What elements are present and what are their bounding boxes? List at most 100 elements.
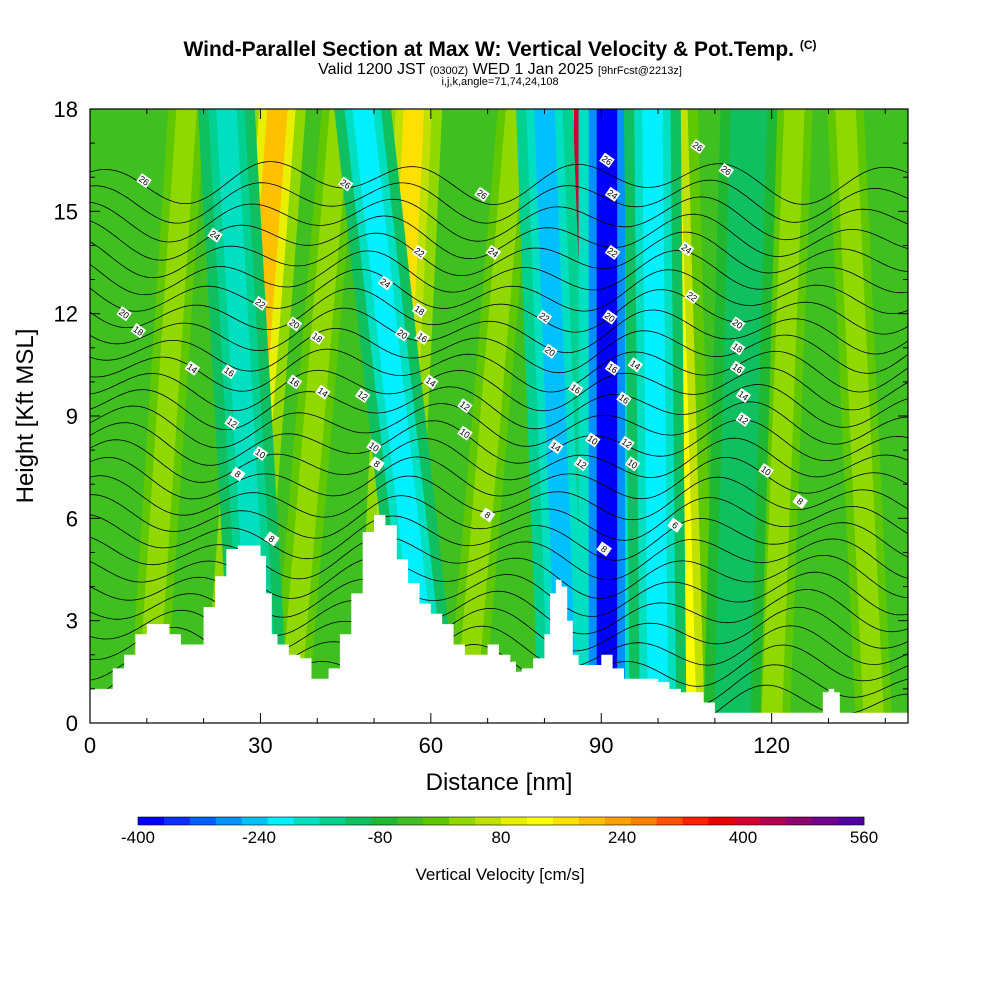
valid-time: Valid 1200 JST xyxy=(318,61,426,78)
chart-title-suffix: (C) xyxy=(799,38,817,52)
theta-label-bg-26 xyxy=(414,329,431,346)
theta-label-bg-22 xyxy=(130,323,147,339)
theta-label-text-35: 14 xyxy=(424,375,438,389)
theta-label-text-3: 26 xyxy=(719,164,733,178)
theta-label-bg-8 xyxy=(252,295,269,311)
theta-label-bg-48 xyxy=(584,432,601,448)
theta-label-text-30: 16 xyxy=(617,392,631,406)
theta-label-36: 14 xyxy=(627,357,644,373)
theta-label-bg-56 xyxy=(264,531,280,547)
theta-contour-14 xyxy=(90,456,908,500)
theta-label-bg-5 xyxy=(207,227,223,243)
theta-label-22: 18 xyxy=(130,323,147,339)
colorbar-tick-400: 400 xyxy=(729,828,757,847)
theta-label-bg-36 xyxy=(627,357,644,373)
theta-label-text-47: 10 xyxy=(458,426,472,440)
theta-label-text-16: 20 xyxy=(117,307,131,321)
theta-label-9: 22 xyxy=(411,244,428,260)
theta-label-48: 10 xyxy=(584,432,601,448)
theta-label-29: 16 xyxy=(567,381,584,397)
theta-label-bg-23 xyxy=(309,329,325,346)
y-tick-label-12: 12 xyxy=(54,302,78,327)
theta-label-text-39: 12 xyxy=(225,416,239,430)
theta-label-bg-12 xyxy=(684,289,700,305)
theta-label-text-15: 26 xyxy=(600,153,614,167)
section-indices: i,j,k,angle=71,74,24,108 xyxy=(441,76,559,88)
theta-label-bg-42 xyxy=(735,411,752,427)
theta-label-text-44: 12 xyxy=(574,457,588,471)
theta-label-11: 22 xyxy=(604,244,621,260)
colorbar-title: Vertical Velocity [cm/s] xyxy=(415,865,584,884)
theta-label-bg-47 xyxy=(457,425,473,441)
theta-label-18: 20 xyxy=(394,326,411,342)
theta-label-text-27: 16 xyxy=(222,365,236,379)
colorbar-tick--80: -80 xyxy=(368,828,393,847)
theta-label-text-53: 8 xyxy=(483,510,493,521)
theta-contour-13 xyxy=(90,475,908,521)
theta-label-17: 20 xyxy=(286,316,303,332)
plot-area: 26 26 26 26 26 24 24 24 22 22 22 22 22 24 24 26 20 20 20 20… xyxy=(90,109,908,723)
theta-label-bg-37 xyxy=(735,387,752,404)
theta-label-text-28: 16 xyxy=(287,375,301,389)
theta-label-text-11: 22 xyxy=(606,245,620,259)
theta-label-2: 26 xyxy=(474,186,490,202)
theta-label-text-7: 24 xyxy=(679,242,693,256)
theta-label-text-31: 16 xyxy=(731,361,745,375)
theta-label-text-34: 14 xyxy=(316,385,330,399)
theta-label-23: 18 xyxy=(309,329,325,346)
theta-label-28: 16 xyxy=(286,374,303,390)
theta-label-41: 12 xyxy=(457,398,473,414)
x-tick-label-120: 120 xyxy=(753,733,790,758)
chart-title-text: Wind-Parallel Section at Max W: Vertical… xyxy=(183,38,794,61)
theta-contour-27 xyxy=(90,213,908,261)
colorbar-tick-560: 560 xyxy=(850,828,878,847)
theta-label-bg-34 xyxy=(315,384,331,400)
colorbar-swatch-4 xyxy=(241,817,268,825)
colorbar-tick-240: 240 xyxy=(608,828,636,847)
theta-contour-21 xyxy=(90,328,908,374)
colorbar-swatch-24 xyxy=(760,817,787,825)
theta-contour-20 xyxy=(90,348,908,393)
updraft-band-6-level-2 xyxy=(454,109,527,723)
theta-label-text-25: 18 xyxy=(731,341,745,355)
theta-label-text-0: 26 xyxy=(137,174,151,188)
chart-subtitle: Valid 1200 JST (0300Z) WED 1 Jan 2025 [9… xyxy=(0,61,1000,79)
theta-label-text-57: 6 xyxy=(670,520,680,531)
theta-label-52: 8 xyxy=(369,456,385,472)
theta-label-text-55: 8 xyxy=(599,544,609,555)
theta-label-10: 22 xyxy=(536,309,553,325)
theta-contour-29 xyxy=(90,179,908,224)
colorbar-swatch-16 xyxy=(552,817,580,825)
theta-label-32: 16 xyxy=(604,360,621,376)
theta-label-bg-32 xyxy=(604,360,621,376)
theta-label-bg-25 xyxy=(729,340,746,356)
valid-date: WED 1 Jan 2025 xyxy=(472,61,594,78)
theta-label-34: 14 xyxy=(315,384,331,400)
theta-contour-22 xyxy=(90,307,908,355)
theta-label-21: 20 xyxy=(729,316,746,332)
theta-label-bg-54 xyxy=(792,493,808,509)
theta-label-33: 14 xyxy=(184,360,201,376)
theta-label-35: 14 xyxy=(423,374,439,390)
theta-label-49: 10 xyxy=(624,456,641,472)
theta-label-45: 10 xyxy=(252,445,269,462)
theta-label-44: 12 xyxy=(573,456,590,472)
y-tick-label-9: 9 xyxy=(66,404,78,429)
theta-label-text-48: 10 xyxy=(586,433,600,447)
theta-label-bg-4 xyxy=(690,138,706,155)
theta-label-57: 6 xyxy=(667,517,683,533)
theta-label-13: 24 xyxy=(377,275,394,291)
colorbar-swatch-26 xyxy=(812,817,839,825)
theta-label-3: 26 xyxy=(718,162,734,178)
theta-label-text-23: 18 xyxy=(310,331,324,345)
theta-contour-12 xyxy=(90,494,908,541)
theta-label-25: 18 xyxy=(729,340,746,356)
theta-label-31: 16 xyxy=(729,360,746,376)
theta-label-text-4: 26 xyxy=(691,140,705,154)
theta-label-bg-44 xyxy=(573,456,590,472)
theta-label-text-40: 12 xyxy=(356,389,370,403)
theta-label-bg-13 xyxy=(377,275,394,291)
y-tick-label-6: 6 xyxy=(66,506,78,531)
theta-label-bg-39 xyxy=(224,415,240,431)
